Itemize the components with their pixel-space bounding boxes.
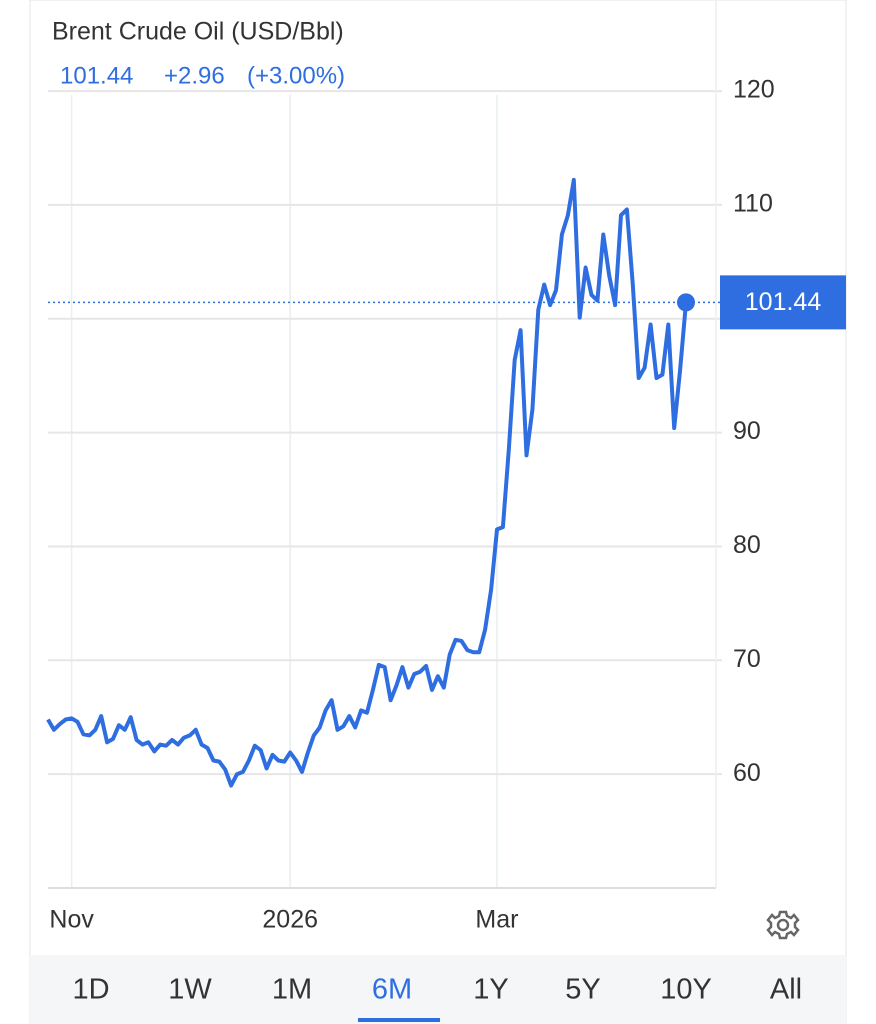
price-change: +2.96 xyxy=(164,62,225,89)
range-tab[interactable]: 10Y xyxy=(660,974,712,1006)
last-price-label: 101.44 xyxy=(745,288,822,316)
y-tick-label: 70 xyxy=(733,645,761,673)
range-tab[interactable]: 1Y xyxy=(473,974,508,1006)
range-tab[interactable]: All xyxy=(770,974,802,1006)
x-tick-label: Mar xyxy=(475,906,518,934)
tab-bar xyxy=(30,955,846,1024)
selected-tab-underline xyxy=(358,1018,440,1022)
y-tick-label: 80 xyxy=(733,531,761,559)
range-tab[interactable]: 6M xyxy=(372,974,412,1006)
last-price-badge xyxy=(720,275,846,330)
y-tick-label: 120 xyxy=(733,76,775,104)
price-change-percent: (+3.00%) xyxy=(247,62,345,89)
x-tick-label: Nov xyxy=(49,906,94,934)
price-line xyxy=(46,177,688,788)
range-tab[interactable]: 1D xyxy=(72,974,109,1006)
settings-icon[interactable] xyxy=(766,910,800,940)
last-point xyxy=(677,293,695,312)
x-tick-label: 2026 xyxy=(262,906,318,934)
range-tab[interactable]: 5Y xyxy=(565,974,600,1006)
range-tab[interactable]: 1W xyxy=(168,974,212,1006)
y-tick-label: 110 xyxy=(733,190,773,218)
chart-title: Brent Crude Oil (USD/Bbl) xyxy=(52,18,344,46)
range-tab[interactable]: 1M xyxy=(272,974,312,1006)
y-tick-label: 90 xyxy=(733,417,761,445)
last-price: 101.44 xyxy=(60,62,133,89)
y-tick-label: 60 xyxy=(733,759,761,787)
card xyxy=(29,0,847,1024)
